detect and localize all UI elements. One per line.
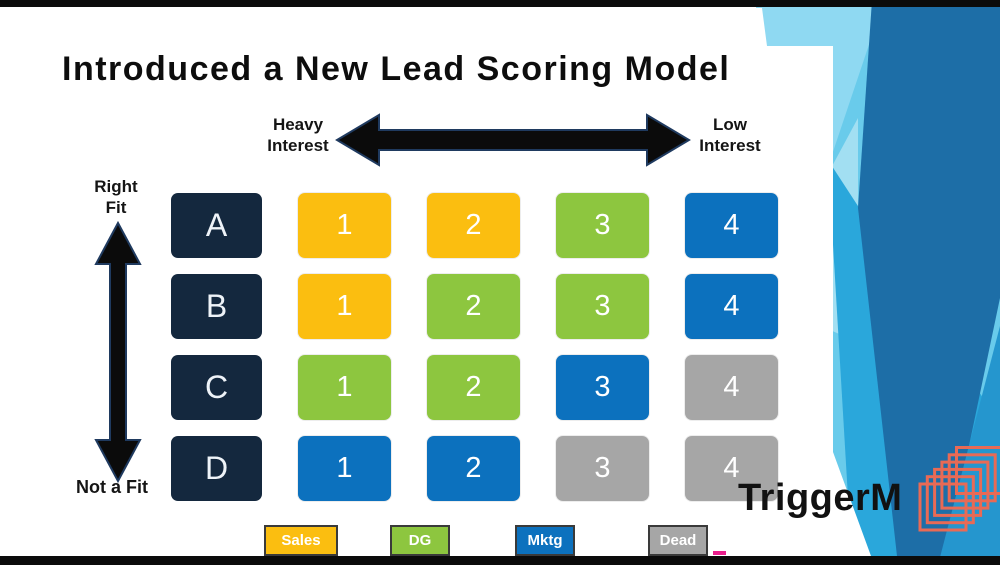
matrix-cell-A1: 1 xyxy=(298,193,391,258)
logo: TriggerM xyxy=(738,446,1000,532)
matrix-cell-D2: 2 xyxy=(427,436,520,501)
bottom-bar xyxy=(0,556,1000,565)
matrix-cell-C2: 2 xyxy=(427,355,520,420)
stacked-squares-icon xyxy=(918,446,1000,532)
matrix-cell-B3: 3 xyxy=(556,274,649,339)
vertical-double-arrow xyxy=(94,220,142,484)
legend: Sales DG Mktg Dead xyxy=(0,525,1000,556)
pink-accent-mark xyxy=(713,551,726,555)
horizontal-double-arrow xyxy=(335,113,691,167)
matrix-cell-A3: 3 xyxy=(556,193,649,258)
axis-label-right-fit: Right Fit xyxy=(94,177,138,217)
legend-item-sales: Sales xyxy=(264,525,338,556)
axis-label-heavy-interest: Heavy Interest xyxy=(267,115,329,155)
row-label-B: B xyxy=(171,274,262,339)
matrix-cell-A4: 4 xyxy=(685,193,778,258)
row-label-A: A xyxy=(171,193,262,258)
axis-label-low-interest: Low Interest xyxy=(699,115,761,155)
matrix-cell-C1: 1 xyxy=(298,355,391,420)
logo-text: TriggerM xyxy=(738,477,903,519)
matrix-cell-A2: 2 xyxy=(427,193,520,258)
matrix-cell-B1: 1 xyxy=(298,274,391,339)
top-bar xyxy=(0,0,1000,7)
matrix-cell-D3: 3 xyxy=(556,436,649,501)
axis-label-not-a-fit: Not a Fit xyxy=(76,477,148,497)
row-label-D: D xyxy=(171,436,262,501)
page-title: Introduced a New Lead Scoring Model xyxy=(62,50,731,88)
legend-item-mktg: Mktg xyxy=(515,525,575,556)
matrix-cell-D4: 4 xyxy=(685,436,778,501)
legend-item-dg: DG xyxy=(390,525,450,556)
matrix-cell-B2: 2 xyxy=(427,274,520,339)
matrix-cell-C4: 4 xyxy=(685,355,778,420)
matrix-cell-B4: 4 xyxy=(685,274,778,339)
matrix-cell-D1: 1 xyxy=(298,436,391,501)
row-label-C: C xyxy=(171,355,262,420)
legend-item-dead: Dead xyxy=(648,525,708,556)
matrix-cell-C3: 3 xyxy=(556,355,649,420)
